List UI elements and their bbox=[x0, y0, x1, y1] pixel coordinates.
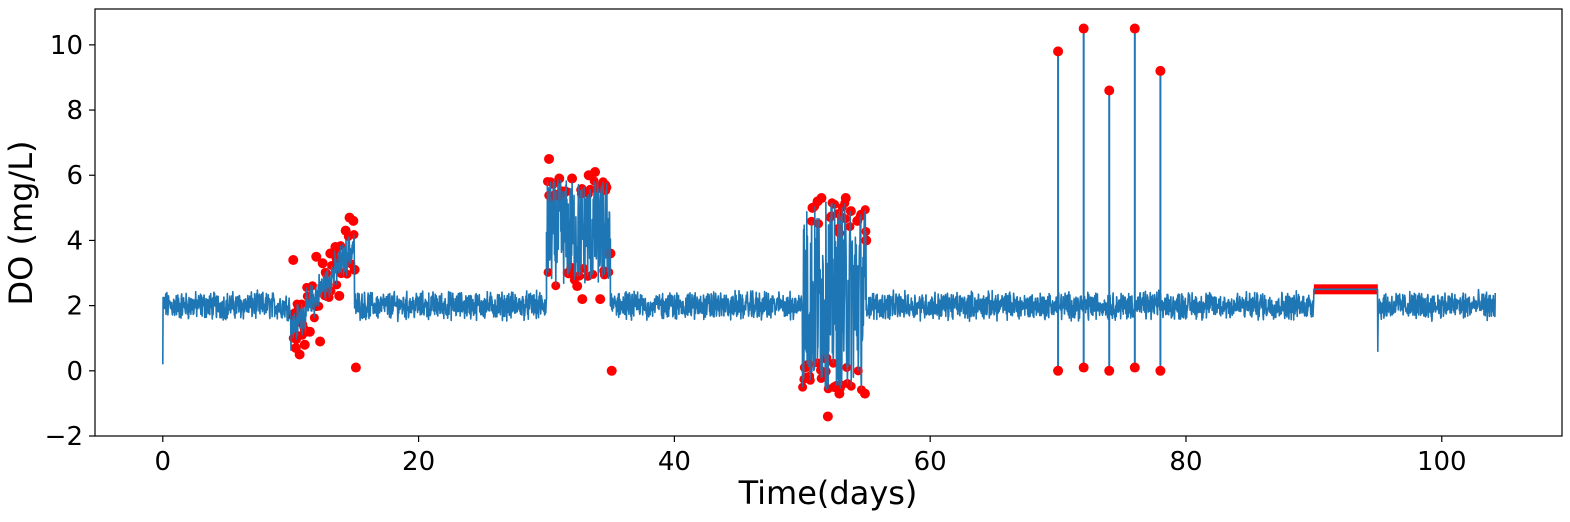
axis-ticks: 0 20 40 60 80 100 −2 0 2 4 6 8 10 bbox=[45, 31, 1467, 477]
anomaly-point bbox=[859, 388, 870, 399]
anomaly-point bbox=[1129, 23, 1140, 34]
anomaly-point bbox=[822, 411, 833, 422]
y-tick-label: 10 bbox=[50, 31, 83, 61]
anomaly-point bbox=[1104, 365, 1115, 376]
y-tick-label: 6 bbox=[66, 161, 83, 191]
y-tick-label: 8 bbox=[66, 96, 83, 126]
anomaly-point bbox=[1104, 85, 1115, 96]
anomaly-point bbox=[1053, 46, 1064, 57]
anomaly-point bbox=[572, 281, 583, 292]
anomaly-point bbox=[348, 215, 359, 226]
anomaly-point bbox=[577, 294, 588, 305]
anomaly-point bbox=[299, 339, 310, 350]
anomaly-marker bbox=[860, 205, 870, 215]
anomaly-point bbox=[304, 326, 315, 337]
anomaly-point bbox=[544, 153, 555, 164]
anomaly-point bbox=[1078, 362, 1089, 373]
anomaly-point bbox=[315, 336, 326, 347]
anomaly-point bbox=[595, 294, 606, 305]
anomaly-point bbox=[1078, 23, 1089, 34]
y-tick-label: 2 bbox=[66, 292, 83, 322]
anomaly-markers bbox=[288, 23, 1166, 422]
y-axis-title: DO (mg/L) bbox=[2, 140, 40, 305]
anomaly-point bbox=[834, 388, 845, 399]
anomaly-point bbox=[606, 365, 617, 376]
anomaly-point bbox=[554, 173, 565, 184]
x-tick-label: 40 bbox=[658, 447, 691, 477]
anomaly-point bbox=[340, 225, 351, 236]
series-line-overlay bbox=[162, 178, 1496, 390]
anomaly-point bbox=[840, 193, 851, 204]
anomaly-point bbox=[334, 290, 345, 301]
anomaly-point bbox=[1155, 65, 1166, 76]
x-tick-label: 60 bbox=[914, 447, 947, 477]
anomaly-point bbox=[288, 254, 299, 265]
y-tick-label: 0 bbox=[66, 357, 83, 387]
anomaly-marker bbox=[297, 299, 307, 309]
anomaly-point bbox=[845, 206, 856, 217]
anomaly-point bbox=[1129, 362, 1140, 373]
anomaly-point bbox=[317, 258, 328, 269]
anomaly-point bbox=[294, 349, 305, 360]
y-tick-label: −2 bbox=[45, 422, 83, 452]
plot-frame bbox=[94, 8, 1563, 437]
anomaly-marker bbox=[828, 358, 838, 368]
anomaly-marker bbox=[551, 281, 561, 291]
plot-area bbox=[162, 23, 1496, 422]
anomaly-point bbox=[567, 173, 578, 184]
anomaly-point bbox=[350, 362, 361, 373]
x-tick-label: 80 bbox=[1169, 447, 1202, 477]
x-tick-label: 20 bbox=[402, 447, 435, 477]
anomaly-point bbox=[1053, 365, 1064, 376]
anomaly-marker bbox=[846, 381, 856, 391]
anomaly-marker bbox=[309, 313, 319, 323]
anomaly-point bbox=[1155, 365, 1166, 376]
x-tick-label: 100 bbox=[1417, 447, 1467, 477]
anomaly-marker bbox=[543, 267, 553, 277]
y-tick-label: 4 bbox=[66, 226, 83, 256]
anomaly-point bbox=[311, 251, 322, 262]
anomaly-point bbox=[816, 193, 827, 204]
anomaly-point bbox=[330, 241, 341, 252]
x-axis-title: Time(days) bbox=[738, 474, 918, 512]
x-tick-label: 0 bbox=[155, 447, 172, 477]
anomaly-point bbox=[590, 166, 601, 177]
